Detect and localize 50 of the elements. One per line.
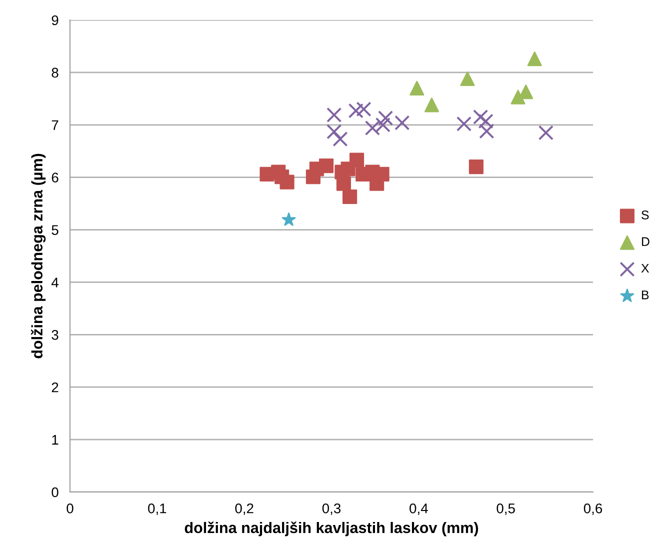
legend-label: S bbox=[642, 210, 649, 220]
point bbox=[456, 116, 472, 132]
y-tick-label: 6 bbox=[52, 172, 58, 183]
x-tick-label: 0,6 bbox=[584, 503, 602, 515]
y-tick-label: 2 bbox=[52, 382, 58, 392]
point bbox=[468, 160, 484, 174]
x-tick-label: 0,3 bbox=[322, 503, 341, 515]
legend-label: B bbox=[642, 290, 649, 300]
legend-label: X bbox=[641, 264, 650, 273]
point bbox=[394, 115, 410, 130]
y-tick-label: 0 bbox=[52, 487, 58, 498]
x-tick-label: 0,4 bbox=[410, 503, 428, 515]
x-tick-label: 0,2 bbox=[235, 503, 254, 515]
point bbox=[538, 125, 554, 140]
point bbox=[342, 189, 358, 204]
point bbox=[364, 120, 380, 136]
point bbox=[518, 84, 534, 100]
point bbox=[460, 71, 475, 86]
x-axis-title: dolžina najdaljših kavljastih laskov (mm) bbox=[184, 522, 478, 536]
y-axis-title: dolžina pelodnega zrna (µm) bbox=[30, 154, 46, 358]
legend-label: D bbox=[642, 237, 650, 246]
y-tick-label: 3 bbox=[52, 330, 58, 340]
point bbox=[326, 124, 342, 140]
x-tick-label: 0,5 bbox=[496, 503, 515, 515]
point bbox=[349, 152, 364, 168]
y-tick-label: 4 bbox=[51, 278, 58, 288]
point bbox=[318, 158, 334, 174]
point bbox=[410, 80, 424, 96]
y-tick-label: 8 bbox=[52, 68, 58, 78]
x-tick-label: 0 bbox=[66, 503, 74, 514]
x-tick-label: 0,1 bbox=[148, 503, 166, 515]
point bbox=[375, 117, 390, 132]
point bbox=[280, 174, 294, 190]
y-tick-label: 9 bbox=[52, 15, 58, 26]
y-tick-label: 5 bbox=[52, 225, 58, 235]
y-tick-label: 1 bbox=[52, 435, 58, 445]
point bbox=[527, 52, 542, 66]
point bbox=[332, 131, 348, 147]
point bbox=[282, 212, 296, 226]
y-tick-label: 7 bbox=[52, 120, 58, 130]
point bbox=[356, 102, 372, 117]
point bbox=[479, 124, 494, 139]
point bbox=[348, 103, 364, 118]
point bbox=[336, 176, 351, 191]
point bbox=[478, 114, 494, 129]
point bbox=[378, 110, 394, 126]
point bbox=[510, 90, 526, 104]
point bbox=[326, 107, 342, 122]
point bbox=[424, 98, 440, 112]
point bbox=[472, 109, 488, 125]
